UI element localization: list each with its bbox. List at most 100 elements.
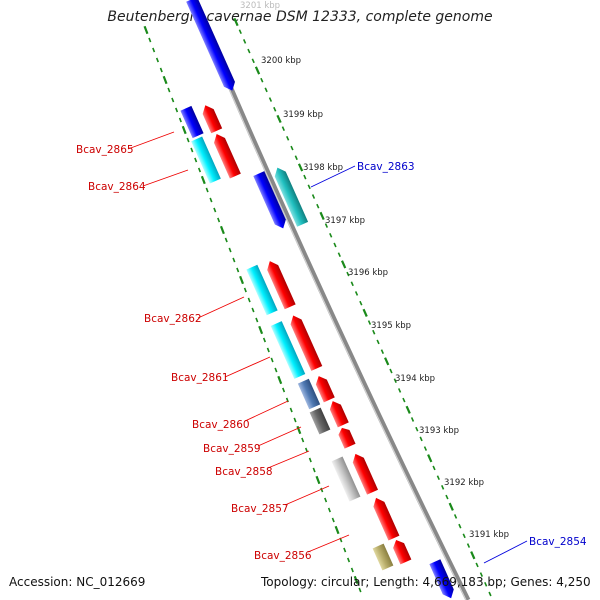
tick-mark [432,465,436,471]
tick-mark [458,523,462,529]
gene-label[interactable]: Bcav_2865 [76,144,134,156]
tick-mark [397,388,402,393]
leader-line [224,356,271,378]
leader-line [244,400,289,422]
tick-mark [233,17,239,27]
scale-label: 3201 kbp [240,1,280,11]
leader-line [257,426,302,447]
tick-mark [331,517,335,523]
tick-mark [315,475,321,485]
gene-label[interactable]: Bcav_2862 [144,313,202,325]
gene-bcav-2865[interactable] [200,103,223,134]
tick-mark [294,155,298,161]
tick-mark [200,175,206,185]
gene-bcav-2856-rev[interactable] [372,543,394,571]
tick-mark [270,357,274,363]
tick-mark [436,475,440,480]
tick-mark [277,375,283,385]
gene-bcav-2857-rev[interactable] [331,456,361,502]
tick-mark [239,275,244,285]
gene-bcav-2863-rev[interactable] [253,171,288,231]
tick-mark [224,237,228,243]
gene-label[interactable]: Bcav_2861 [171,372,229,384]
tick-mark [262,337,266,343]
gene-bcav-2863[interactable] [272,165,309,227]
tick-mark [190,147,194,153]
gene-bcav-2855[interactable] [391,538,412,565]
tick-mark [209,197,213,203]
tick-mark [319,211,325,221]
tick-mark [327,507,331,513]
tick-mark [167,87,171,93]
tick-mark [274,367,278,373]
tick-mark [247,297,251,303]
gene-bcav-2857[interactable] [350,451,379,495]
gene-label[interactable]: Bcav_2864 [88,181,146,193]
gene-bcav-2861-rev[interactable] [270,321,306,379]
tick-mark [415,426,419,432]
tick-mark [213,207,217,213]
scale-labels: 3201 kbp 3200 kbp 3199 kbp 3198 kbp 3197 kbp… [240,1,509,540]
gene-label[interactable]: Bcav_2857 [231,503,289,515]
tick-mark [289,407,293,413]
gene-bcav-2858-fwd[interactable] [336,425,356,449]
tick-mark [276,114,282,124]
gene-label[interactable]: Bcav_2858 [215,466,273,478]
gene-bcav-2859[interactable] [327,399,349,428]
gene-bcav-2856[interactable] [371,495,400,541]
tick-mark [268,97,273,102]
gene-label[interactable]: Bcav_2863 [357,161,415,173]
gene-bcav-2862-rev[interactable] [246,264,278,316]
gene-label[interactable]: Bcav_2856 [254,550,312,562]
gene-track [180,0,456,600]
tick-mark [346,271,350,277]
tick-mark [329,232,333,238]
tick-mark [155,57,159,63]
tick-mark [247,48,251,54]
tick-mark [290,145,294,151]
gene-bcav-2854[interactable] [429,559,456,600]
gene-bcav-2860[interactable] [313,374,335,403]
tick-mark [359,300,363,306]
gene-bcav-2864[interactable] [211,132,241,179]
gene-bcav-2864-rev[interactable] [191,136,221,184]
tick-mark [281,126,285,131]
tick-mark [181,125,187,135]
gene-3201[interactable] [186,0,238,93]
gene-label[interactable]: Bcav_2860 [192,419,250,431]
tick-mark [264,87,268,93]
topology-text: Topology: circular; Length: 4,669,183 bp… [261,575,591,589]
tick-mark [312,467,316,473]
tick-mark [419,436,423,442]
tick-mark [350,567,354,573]
gene-bcav-2859-rev[interactable] [309,407,331,435]
tick-mark [286,136,290,141]
tick-mark [343,547,347,553]
scale-ticks [143,17,492,597]
tick-mark [186,137,190,143]
tick-mark [427,454,433,463]
gene-bcav-2860-rev[interactable] [297,378,321,410]
tick-mark [423,446,428,451]
tick-mark [470,551,476,560]
tick-mark [297,163,304,172]
tick-mark [219,225,225,235]
tick-mark [380,349,384,354]
tick-mark [340,260,347,269]
tick-mark [236,267,240,273]
tick-mark [143,25,149,35]
tick-mark [311,194,316,199]
tick-mark [159,67,163,73]
tick-mark [333,242,337,248]
tick-mark [393,378,397,384]
gene-labels: Bcav_2865 Bcav_2864 Bcav_2863 Bcav_2862 Bcav… [76,144,587,562]
gene-label[interactable]: Bcav_2859 [203,443,261,455]
gene-bcav-2861[interactable] [288,313,323,371]
tick-mark [405,405,411,414]
gene-bcav-2862[interactable] [264,259,296,310]
gene-bcav-2865-rev[interactable] [180,105,204,139]
tick-mark [171,97,175,103]
tick-mark [347,557,351,563]
tick-mark [205,187,209,193]
gene-label[interactable]: Bcav_2854 [529,536,587,548]
